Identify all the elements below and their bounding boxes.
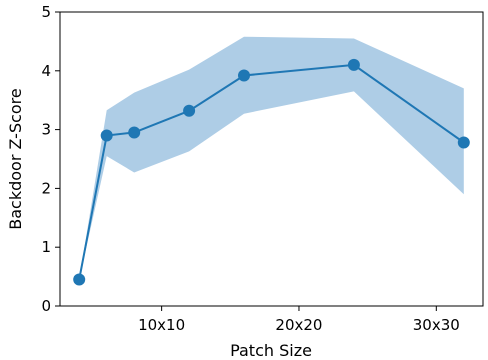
x-axis-label: Patch Size: [230, 341, 312, 360]
data-point: [128, 126, 141, 139]
data-point: [73, 273, 86, 286]
y-axis-ticks: 0 1 2 3 4 5: [41, 3, 60, 315]
confidence-band-layer: [79, 36, 464, 280]
y-tick-label: 5: [41, 3, 51, 21]
plot-frame: [59, 11, 484, 307]
x-tick-label: 10x10: [138, 316, 185, 334]
y-tick-label: 0: [41, 297, 51, 315]
data-point: [238, 69, 250, 82]
y-tick-label: 1: [41, 238, 51, 256]
data-point: [183, 104, 196, 117]
data-points-layer: [73, 58, 470, 286]
x-tick-label: 30x30: [413, 316, 460, 334]
y-tick-label: 2: [41, 179, 51, 197]
y-tick-label: 3: [41, 121, 51, 139]
y-axis-label: Backdoor Z-Score: [6, 88, 25, 230]
x-axis-ticks: 10x10 20x20 30x30: [138, 306, 460, 334]
data-point: [457, 136, 470, 149]
confidence-band: [79, 36, 464, 280]
x-tick-label: 20x20: [275, 316, 322, 334]
data-point: [100, 129, 113, 142]
data-point: [347, 58, 360, 71]
y-tick-label: 4: [41, 62, 51, 80]
